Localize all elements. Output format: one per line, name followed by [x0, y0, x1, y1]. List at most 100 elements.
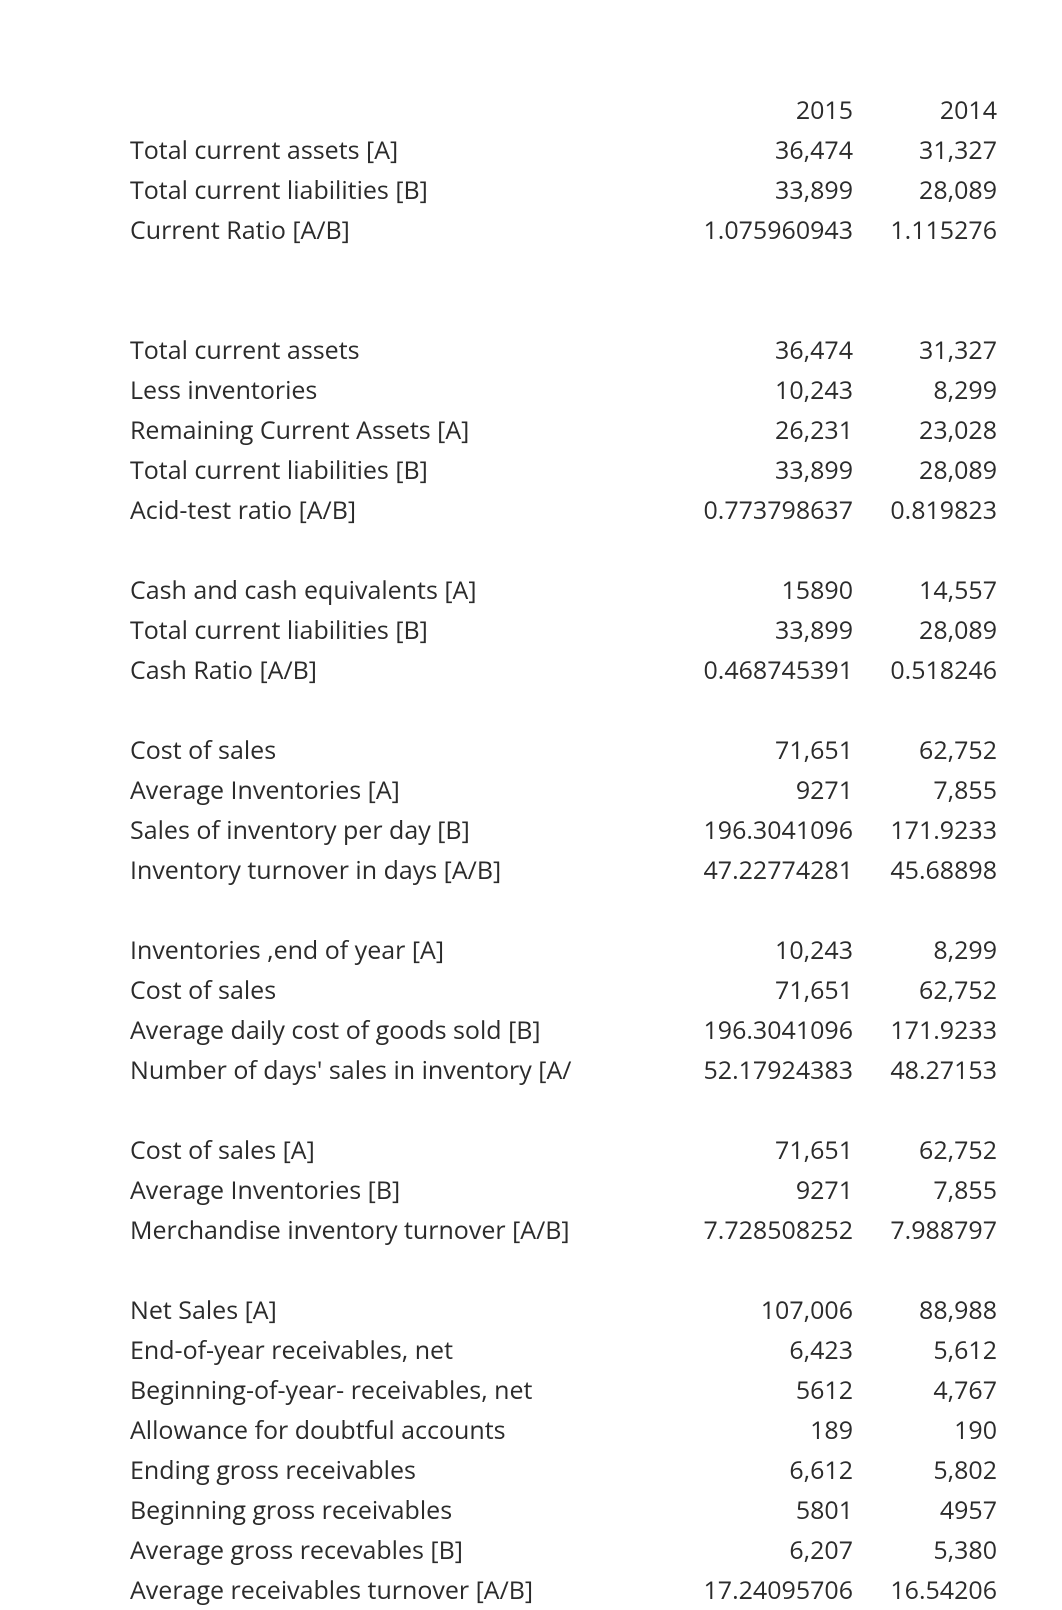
table-row: Total current assets36,47431,327 — [130, 330, 997, 370]
row-value-2014: 8,299 — [859, 930, 997, 970]
row-value-2014: 88,988 — [859, 1290, 997, 1330]
row-label: Average gross recevables [B] — [130, 1530, 675, 1570]
row-label: Average Inventories [B] — [130, 1170, 675, 1210]
spacer-cell — [130, 690, 997, 730]
row-value-2015: 189 — [675, 1410, 859, 1450]
spacer-cell — [130, 1250, 997, 1290]
table-row: Merchandise inventory turnover [A/B]7.72… — [130, 1210, 997, 1250]
row-value-2014: 171.9233 — [859, 1010, 997, 1050]
row-value-2015: 196.3041096 — [675, 1010, 859, 1050]
table-row: Cost of sales71,65162,752 — [130, 970, 997, 1010]
row-value-2015: 6,423 — [675, 1330, 859, 1370]
row-value-2014: 7.988797 — [859, 1210, 997, 1250]
spacer-cell — [130, 1090, 997, 1130]
row-label: Current Ratio [A/B] — [130, 210, 675, 250]
row-value-2015: 9271 — [675, 1170, 859, 1210]
row-value-2015: 52.17924383 — [675, 1050, 859, 1090]
table-row: Sales of inventory per day [B]196.304109… — [130, 810, 997, 850]
row-value-2014: 23,028 — [859, 410, 997, 450]
row-value-2015: 107,006 — [675, 1290, 859, 1330]
row-value-2015: 36,474 — [675, 130, 859, 170]
table-row: Average receivables turnover [A/B]17.240… — [130, 1570, 997, 1610]
table-row: Remaining Current Assets [A]26,23123,028 — [130, 410, 997, 450]
row-value-2015: 33,899 — [675, 450, 859, 490]
row-value-2014: 28,089 — [859, 610, 997, 650]
row-label: Average Inventories [A] — [130, 770, 675, 810]
row-label: Number of days' sales in inventory [A/ — [130, 1050, 675, 1090]
row-value-2014: 7,855 — [859, 770, 997, 810]
row-label: Acid-test ratio [A/B] — [130, 490, 675, 530]
table-row: Average Inventories [A]92717,855 — [130, 770, 997, 810]
row-value-2014: 28,089 — [859, 450, 997, 490]
row-value-2014: 31,327 — [859, 330, 997, 370]
financial-table-body: 2015 2014 Total current assets [A]36,474… — [130, 90, 997, 1610]
table-row: Beginning-of-year- receivables, net56124… — [130, 1370, 997, 1410]
financial-table: 2015 2014 Total current assets [A]36,474… — [130, 90, 997, 1610]
row-label: Inventory turnover in days [A/B] — [130, 850, 675, 890]
row-value-2015: 33,899 — [675, 170, 859, 210]
row-label: Average receivables turnover [A/B] — [130, 1570, 675, 1610]
table-row: Current Ratio [A/B]1.0759609431.115276 — [130, 210, 997, 250]
row-label: Total current assets [A] — [130, 130, 675, 170]
row-label: Total current assets — [130, 330, 675, 370]
row-value-2015: 6,612 — [675, 1450, 859, 1490]
spacer-row — [130, 530, 997, 570]
table-row: Inventory turnover in days [A/B]47.22774… — [130, 850, 997, 890]
row-label: Less inventories — [130, 370, 675, 410]
spacer-cell — [130, 890, 997, 930]
row-label: Total current liabilities [B] — [130, 170, 675, 210]
row-label: Average daily cost of goods sold [B] — [130, 1010, 675, 1050]
row-value-2015: 15890 — [675, 570, 859, 610]
row-value-2015: 1.075960943 — [675, 210, 859, 250]
row-value-2015: 10,243 — [675, 370, 859, 410]
row-value-2014: 48.27153 — [859, 1050, 997, 1090]
row-value-2014: 0.518246 — [859, 650, 997, 690]
row-value-2014: 14,557 — [859, 570, 997, 610]
table-row: Total current liabilities [B]33,89928,08… — [130, 170, 997, 210]
row-value-2015: 71,651 — [675, 1130, 859, 1170]
header-2015: 2015 — [675, 90, 859, 130]
row-label: End-of-year receivables, net — [130, 1330, 675, 1370]
row-value-2015: 6,207 — [675, 1530, 859, 1570]
row-label: Merchandise inventory turnover [A/B] — [130, 1210, 675, 1250]
table-row: Total current liabilities [B]33,89928,08… — [130, 450, 997, 490]
table-row: Ending gross receivables6,6125,802 — [130, 1450, 997, 1490]
table-row: Beginning gross receivables58014957 — [130, 1490, 997, 1530]
row-value-2015: 0.773798637 — [675, 490, 859, 530]
row-value-2014: 190 — [859, 1410, 997, 1450]
row-value-2014: 62,752 — [859, 1130, 997, 1170]
row-value-2014: 171.9233 — [859, 810, 997, 850]
spacer-row — [130, 1090, 997, 1130]
row-value-2015: 9271 — [675, 770, 859, 810]
row-value-2014: 7,855 — [859, 1170, 997, 1210]
header-empty — [130, 90, 675, 130]
spacer-cell — [130, 250, 997, 290]
table-row: Acid-test ratio [A/B]0.7737986370.819823 — [130, 490, 997, 530]
spacer-row — [130, 250, 997, 290]
row-value-2015: 10,243 — [675, 930, 859, 970]
row-label: Net Sales [A] — [130, 1290, 675, 1330]
row-value-2015: 71,651 — [675, 730, 859, 770]
row-label: Inventories ,end of year [A] — [130, 930, 675, 970]
row-value-2014: 31,327 — [859, 130, 997, 170]
row-value-2014: 4,767 — [859, 1370, 997, 1410]
table-row: Average Inventories [B]92717,855 — [130, 1170, 997, 1210]
row-label: Ending gross receivables — [130, 1450, 675, 1490]
row-label: Total current liabilities [B] — [130, 610, 675, 650]
row-value-2014: 16.54206 — [859, 1570, 997, 1610]
row-value-2014: 62,752 — [859, 970, 997, 1010]
row-label: Cash and cash equivalents [A] — [130, 570, 675, 610]
table-row: Less inventories10,2438,299 — [130, 370, 997, 410]
row-value-2014: 5,802 — [859, 1450, 997, 1490]
row-value-2015: 33,899 — [675, 610, 859, 650]
spacer-row — [130, 690, 997, 730]
row-label: Allowance for doubtful accounts — [130, 1410, 675, 1450]
row-label: Cost of sales — [130, 970, 675, 1010]
spacer-row — [130, 290, 997, 330]
table-row: Cash Ratio [A/B]0.4687453910.518246 — [130, 650, 997, 690]
row-value-2015: 5801 — [675, 1490, 859, 1530]
table-row: Total current liabilities [B]33,89928,08… — [130, 610, 997, 650]
table-row: Allowance for doubtful accounts189190 — [130, 1410, 997, 1450]
table-row: End-of-year receivables, net6,4235,612 — [130, 1330, 997, 1370]
row-label: Beginning gross receivables — [130, 1490, 675, 1530]
